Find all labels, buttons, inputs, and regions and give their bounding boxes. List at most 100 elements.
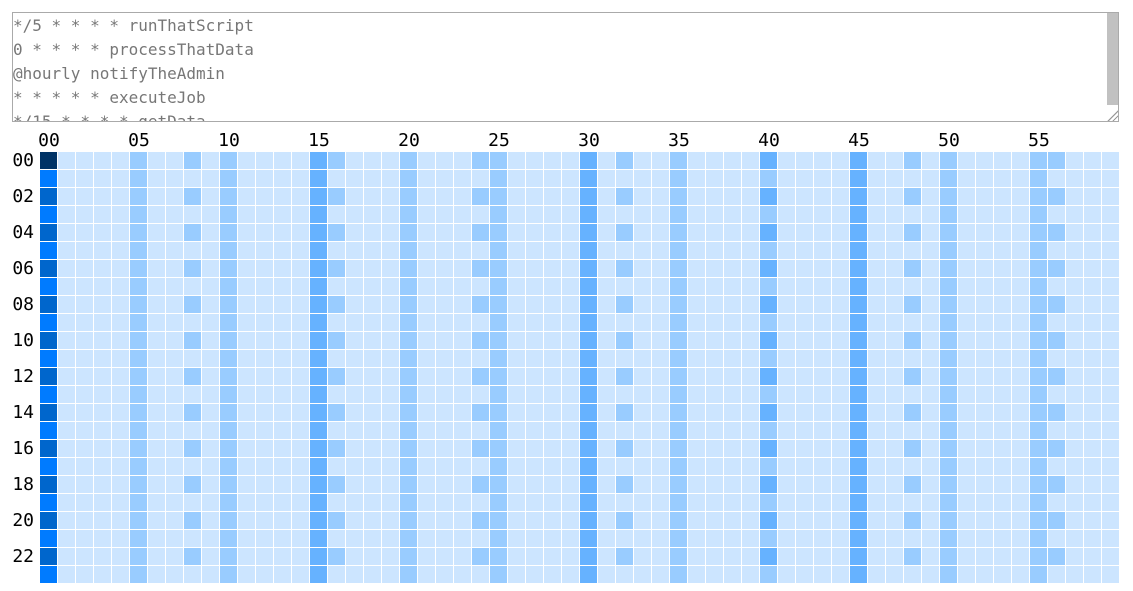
heatmap-cell (814, 170, 831, 187)
heatmap-cell (778, 458, 795, 475)
heatmap-cell (346, 296, 363, 313)
heatmap-cell (616, 476, 633, 493)
heatmap-cell (616, 350, 633, 367)
heatmap-cell (994, 152, 1011, 169)
heatmap-cell (922, 152, 939, 169)
heatmap-cell (310, 530, 327, 547)
heatmap-cell (274, 458, 291, 475)
heatmap-cell (814, 494, 831, 511)
heatmap-cell (634, 296, 651, 313)
heatmap-cell (508, 512, 525, 529)
heatmap-cell (922, 260, 939, 277)
heatmap-cell (562, 152, 579, 169)
heatmap-cell (562, 170, 579, 187)
heatmap-cell (418, 152, 435, 169)
heatmap-cell (796, 494, 813, 511)
heatmap-cell (364, 566, 381, 583)
heatmap-cell (958, 278, 975, 295)
heatmap-cell (130, 422, 147, 439)
heatmap-cell (94, 224, 111, 241)
heatmap-cell (688, 422, 705, 439)
heatmap-cell (1102, 458, 1119, 475)
heatmap-cell (58, 458, 75, 475)
heatmap-cell (1048, 152, 1065, 169)
heatmap-cell (112, 242, 129, 259)
heatmap-cell (850, 440, 867, 457)
heatmap-cell (472, 404, 489, 421)
heatmap-cell (1048, 296, 1065, 313)
heatmap-cell (166, 188, 183, 205)
heatmap-cell (346, 206, 363, 223)
minute-label: 00 (38, 130, 60, 151)
heatmap-cell (436, 422, 453, 439)
heatmap-cell (364, 512, 381, 529)
heatmap-cell (958, 512, 975, 529)
heatmap-cell (724, 386, 741, 403)
heatmap-cell (958, 386, 975, 403)
heatmap-cell (346, 314, 363, 331)
cron-editor[interactable]: */5 * * * * runThatScript 0 * * * * proc… (12, 12, 1119, 122)
heatmap-cell (580, 314, 597, 331)
heatmap-cell (832, 260, 849, 277)
heatmap-cell (850, 548, 867, 565)
heatmap-cell (76, 368, 93, 385)
heatmap-cell (1084, 566, 1101, 583)
heatmap-cell (922, 476, 939, 493)
heatmap-cell (40, 494, 57, 511)
heatmap-cell (904, 368, 921, 385)
heatmap-cell (220, 440, 237, 457)
heatmap-cell (652, 170, 669, 187)
heatmap-cell (256, 422, 273, 439)
heatmap-cell (418, 440, 435, 457)
heatmap-cell (634, 548, 651, 565)
heatmap-cell (814, 350, 831, 367)
heatmap-cell (814, 242, 831, 259)
heatmap-cell (202, 476, 219, 493)
heatmap-cell (1030, 152, 1047, 169)
scrollbar[interactable] (1107, 13, 1118, 105)
heatmap-cell (238, 566, 255, 583)
heatmap-cell (1030, 314, 1047, 331)
heatmap-cell (184, 350, 201, 367)
heatmap-cell (1030, 224, 1047, 241)
heatmap-cell (508, 440, 525, 457)
heatmap-cell (148, 170, 165, 187)
heatmap-cell (562, 296, 579, 313)
heatmap-cell (1048, 332, 1065, 349)
heatmap-cell (760, 188, 777, 205)
heatmap-cell (616, 332, 633, 349)
heatmap-cell (994, 332, 1011, 349)
heatmap-cell (292, 458, 309, 475)
heatmap-cell (436, 386, 453, 403)
heatmap-cell (220, 152, 237, 169)
hour-label: 04 (12, 222, 34, 243)
heatmap-cell (382, 548, 399, 565)
heatmap-cell (274, 242, 291, 259)
heatmap-cell (256, 260, 273, 277)
heatmap-cell (688, 494, 705, 511)
heatmap-cell (292, 242, 309, 259)
heatmap-cell (652, 350, 669, 367)
heatmap-cell (382, 152, 399, 169)
heatmap-cell (148, 206, 165, 223)
heatmap-cell (58, 404, 75, 421)
resize-grip[interactable] (1106, 109, 1118, 121)
heatmap-cell (166, 314, 183, 331)
heatmap-cell (310, 260, 327, 277)
heatmap-cell (58, 206, 75, 223)
heatmap-cell (994, 476, 1011, 493)
heatmap-cell (544, 332, 561, 349)
heatmap-cell (454, 188, 471, 205)
heatmap-cell (814, 422, 831, 439)
heatmap-cell (220, 422, 237, 439)
heatmap-cell (796, 404, 813, 421)
heatmap-cell (1048, 260, 1065, 277)
heatmap-cell (634, 242, 651, 259)
heatmap-cell (706, 206, 723, 223)
heatmap-cell (238, 188, 255, 205)
heatmap-cell (904, 332, 921, 349)
heatmap-cell (904, 530, 921, 547)
heatmap-cell (472, 512, 489, 529)
heatmap-cell (634, 440, 651, 457)
heatmap-cell (184, 404, 201, 421)
